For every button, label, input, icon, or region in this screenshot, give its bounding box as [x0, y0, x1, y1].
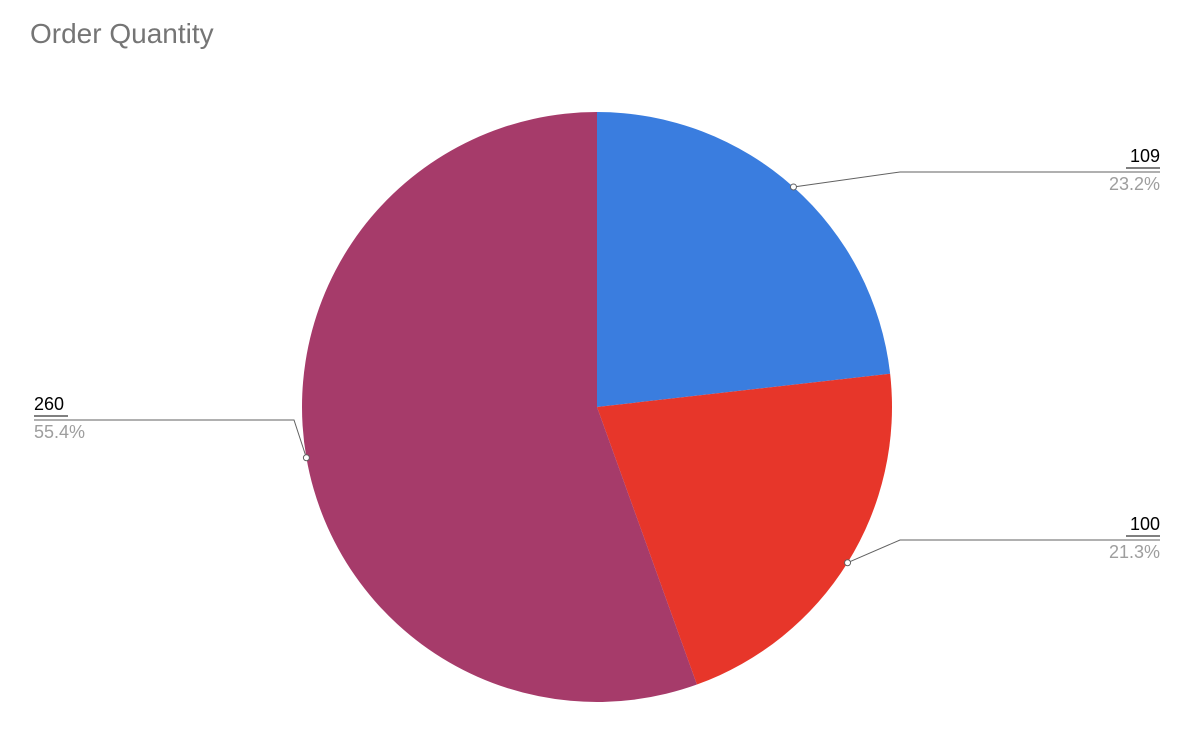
callout-dot: [845, 560, 851, 566]
callout-dot: [790, 184, 796, 190]
callout-line: [793, 172, 1160, 187]
callout-dot: [303, 455, 309, 461]
slice-value-label: 260: [34, 394, 64, 414]
pie-slice-0: [597, 112, 890, 407]
slice-value-label: 100: [1130, 514, 1160, 534]
slice-pct-label: 55.4%: [34, 422, 85, 442]
slice-pct-label: 23.2%: [1109, 174, 1160, 194]
chart-title: Order Quantity: [30, 18, 214, 50]
pie-chart: 109 23.2% 100 21.3% 260 55.4%: [0, 0, 1199, 742]
slice-pct-label: 21.3%: [1109, 542, 1160, 562]
slice-value-label: 109: [1130, 146, 1160, 166]
